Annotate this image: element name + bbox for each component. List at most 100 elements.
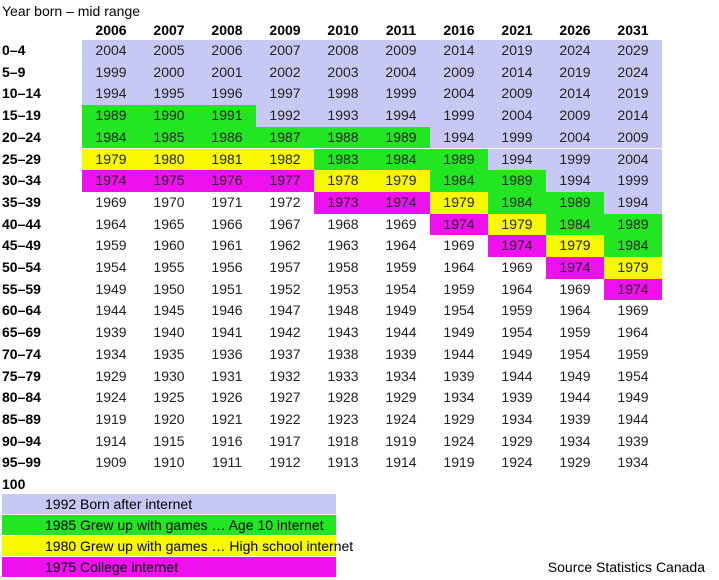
table-cell: 2007 [256, 40, 314, 62]
table-cell: 1934 [443, 389, 475, 406]
table-cell: 1980 [140, 148, 198, 171]
row-label: 40–44 [2, 215, 41, 232]
table-cell: 1929 [443, 410, 475, 427]
table-cell: 1959 [617, 345, 649, 362]
table-cell: 1979 [372, 170, 430, 192]
table-cell: 1947 [269, 302, 301, 319]
table-cell: 1994 [430, 126, 488, 149]
table-cell: 1929 [559, 454, 591, 471]
table-cell: 1915 [153, 432, 185, 449]
table-cell: 1944 [501, 367, 533, 384]
table-cell: 1977 [256, 170, 314, 192]
table-cell: 1959 [559, 324, 591, 341]
table-cell: 1989 [430, 148, 488, 171]
table-cell: 1964 [443, 259, 475, 275]
table-cell: 1939 [559, 410, 591, 427]
table-cell: 2003 [314, 61, 372, 84]
table-cell: 1923 [327, 410, 359, 427]
table-cell: 1914 [95, 432, 127, 449]
row-label: 55–59 [2, 280, 41, 297]
table-cell: 1972 [269, 193, 301, 210]
table-cell: 1930 [153, 367, 185, 384]
table-cell: 1949 [617, 389, 649, 406]
table-cell: 1958 [327, 259, 359, 275]
table-cell: 2014 [604, 105, 662, 127]
table-cell: 1978 [314, 170, 372, 192]
table-cell: 1948 [327, 302, 359, 319]
table-cell: 1959 [443, 280, 475, 297]
table-cell: 1979 [546, 235, 604, 257]
table-cell: 2004 [82, 40, 140, 62]
table-cell: 1909 [95, 454, 127, 471]
table-cell: 1999 [430, 105, 488, 127]
table-cell: 1954 [385, 280, 417, 297]
row-label: 0–4 [2, 42, 26, 58]
table-cell: 1934 [385, 367, 417, 384]
table-cell: 1959 [95, 237, 127, 254]
table-cell: 1989 [546, 191, 604, 214]
table-cell: 1954 [443, 302, 475, 319]
table-cell: 1929 [385, 389, 417, 406]
table-cell: 1937 [269, 345, 301, 362]
table-cell: 1986 [198, 126, 256, 149]
table-cell: 1949 [559, 367, 591, 384]
table-cell: 2000 [140, 61, 198, 84]
table-cell: 1949 [95, 280, 127, 297]
table-cell: 1922 [269, 410, 301, 427]
table-cell: 1964 [95, 215, 127, 232]
table-cell: 1941 [211, 324, 243, 341]
row-label: 15–19 [2, 107, 41, 124]
table-cell: 1944 [559, 389, 591, 406]
table-cell: 1944 [385, 324, 417, 341]
table-cell: 1969 [559, 280, 591, 297]
table-cell: 1969 [443, 237, 475, 254]
table-cell: 1984 [430, 170, 488, 192]
table-cell: 1989 [488, 170, 546, 192]
table-cell: 2024 [546, 40, 604, 62]
table-cell: 1985 [140, 126, 198, 149]
table-cell: 1962 [269, 237, 301, 254]
table-cell: 1969 [617, 302, 649, 319]
table-cell: 2009 [604, 126, 662, 149]
row-label: 70–74 [2, 345, 41, 362]
table-cell: 1933 [327, 367, 359, 384]
column-header-2007: 2007 [153, 22, 185, 38]
table-cell: 1929 [501, 432, 533, 449]
table-cell: 2001 [198, 61, 256, 84]
table-cell: 2002 [256, 61, 314, 84]
table-cell: 1979 [82, 148, 140, 171]
table-cell: 1974 [430, 213, 488, 236]
legend-label: 1975 College internet [45, 559, 179, 575]
table-cell: 2006 [198, 40, 256, 62]
table-cell: 2009 [488, 83, 546, 106]
table-cell: 1926 [211, 389, 243, 406]
table-cell: 1960 [153, 237, 185, 254]
table-cell: 1982 [256, 148, 314, 171]
table-cell: 1984 [604, 235, 662, 257]
table-cell: 1929 [95, 367, 127, 384]
column-header-2016: 2016 [443, 22, 475, 38]
row-label: 85–89 [2, 410, 41, 427]
table-cell: 1944 [95, 302, 127, 319]
table-cell: 1939 [443, 367, 475, 384]
table-cell: 2004 [604, 148, 662, 171]
legend-label: 1980 Grew up with games … High school in… [45, 538, 354, 554]
table-cell: 1994 [604, 191, 662, 214]
table-cell: 1974 [82, 170, 140, 192]
legend-item-mag: 1975 College internet [2, 557, 336, 577]
table-cell: 1924 [501, 454, 533, 471]
column-header-2010: 2010 [327, 22, 359, 38]
table-cell: 2005 [140, 40, 198, 62]
table-cell: 1968 [327, 215, 359, 232]
table-cell: 1974 [604, 278, 662, 301]
table-cell: 1934 [95, 345, 127, 362]
row-label: 75–79 [2, 367, 41, 384]
table-cell: 2014 [546, 83, 604, 106]
legend-label: 1992 Born after internet [45, 496, 193, 512]
column-header-2026: 2026 [559, 22, 591, 38]
table-cell: 1945 [153, 302, 185, 319]
table-cell: 1974 [488, 235, 546, 257]
table-cell: 1938 [327, 345, 359, 362]
table-cell: 1994 [488, 148, 546, 171]
row-label: 25–29 [2, 150, 41, 167]
